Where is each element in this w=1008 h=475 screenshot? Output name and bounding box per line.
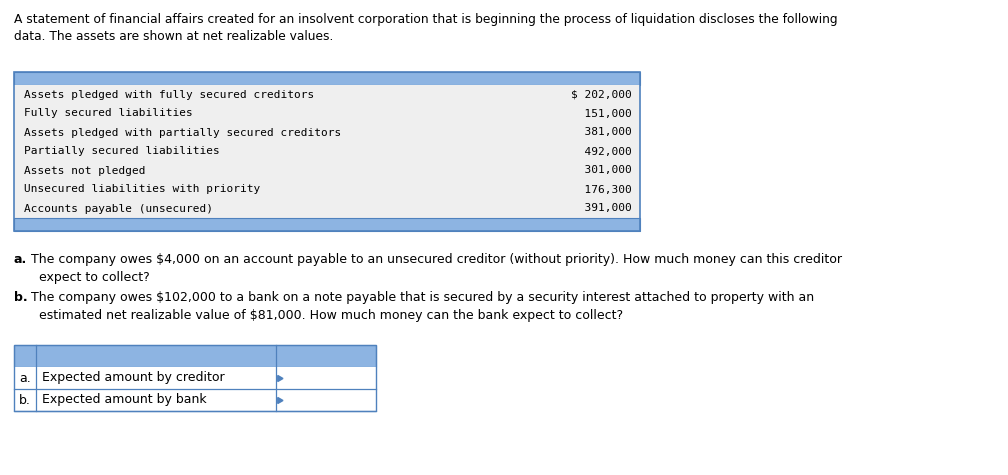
Text: Expected amount by creditor: Expected amount by creditor <box>42 371 225 384</box>
Text: a.: a. <box>19 371 31 384</box>
Text: a.: a. <box>14 253 27 266</box>
Text: Assets pledged with partially secured creditors: Assets pledged with partially secured cr… <box>24 127 342 137</box>
Text: 151,000: 151,000 <box>572 108 632 118</box>
Bar <box>14 218 640 231</box>
Text: Partially secured liabilities: Partially secured liabilities <box>24 146 220 156</box>
Text: Unsecured liabilities with priority: Unsecured liabilities with priority <box>24 184 260 194</box>
Text: The company owes $4,000 on an account payable to an unsecured creditor (without : The company owes $4,000 on an account pa… <box>27 253 842 284</box>
Bar <box>14 345 376 411</box>
Text: b.: b. <box>19 393 31 407</box>
Text: 301,000: 301,000 <box>572 165 632 175</box>
Text: b.: b. <box>14 291 27 304</box>
Text: Expected amount by bank: Expected amount by bank <box>42 393 207 407</box>
Text: 381,000: 381,000 <box>572 127 632 137</box>
Bar <box>14 85 640 218</box>
Text: The company owes $102,000 to a bank on a note payable that is secured by a secur: The company owes $102,000 to a bank on a… <box>27 291 814 322</box>
Bar <box>14 72 640 85</box>
Text: Assets not pledged: Assets not pledged <box>24 165 145 175</box>
Text: Fully secured liabilities: Fully secured liabilities <box>24 108 193 118</box>
Bar <box>14 367 376 389</box>
Bar <box>14 72 640 231</box>
Bar <box>14 345 376 367</box>
Text: 391,000: 391,000 <box>572 203 632 213</box>
Text: $ 202,000: $ 202,000 <box>572 89 632 99</box>
Bar <box>14 389 376 411</box>
Text: 492,000: 492,000 <box>572 146 632 156</box>
Text: A statement of financial affairs created for an insolvent corporation that is be: A statement of financial affairs created… <box>14 13 838 44</box>
Text: 176,300: 176,300 <box>572 184 632 194</box>
Text: Accounts payable (unsecured): Accounts payable (unsecured) <box>24 203 213 213</box>
Text: Assets pledged with fully secured creditors: Assets pledged with fully secured credit… <box>24 89 314 99</box>
